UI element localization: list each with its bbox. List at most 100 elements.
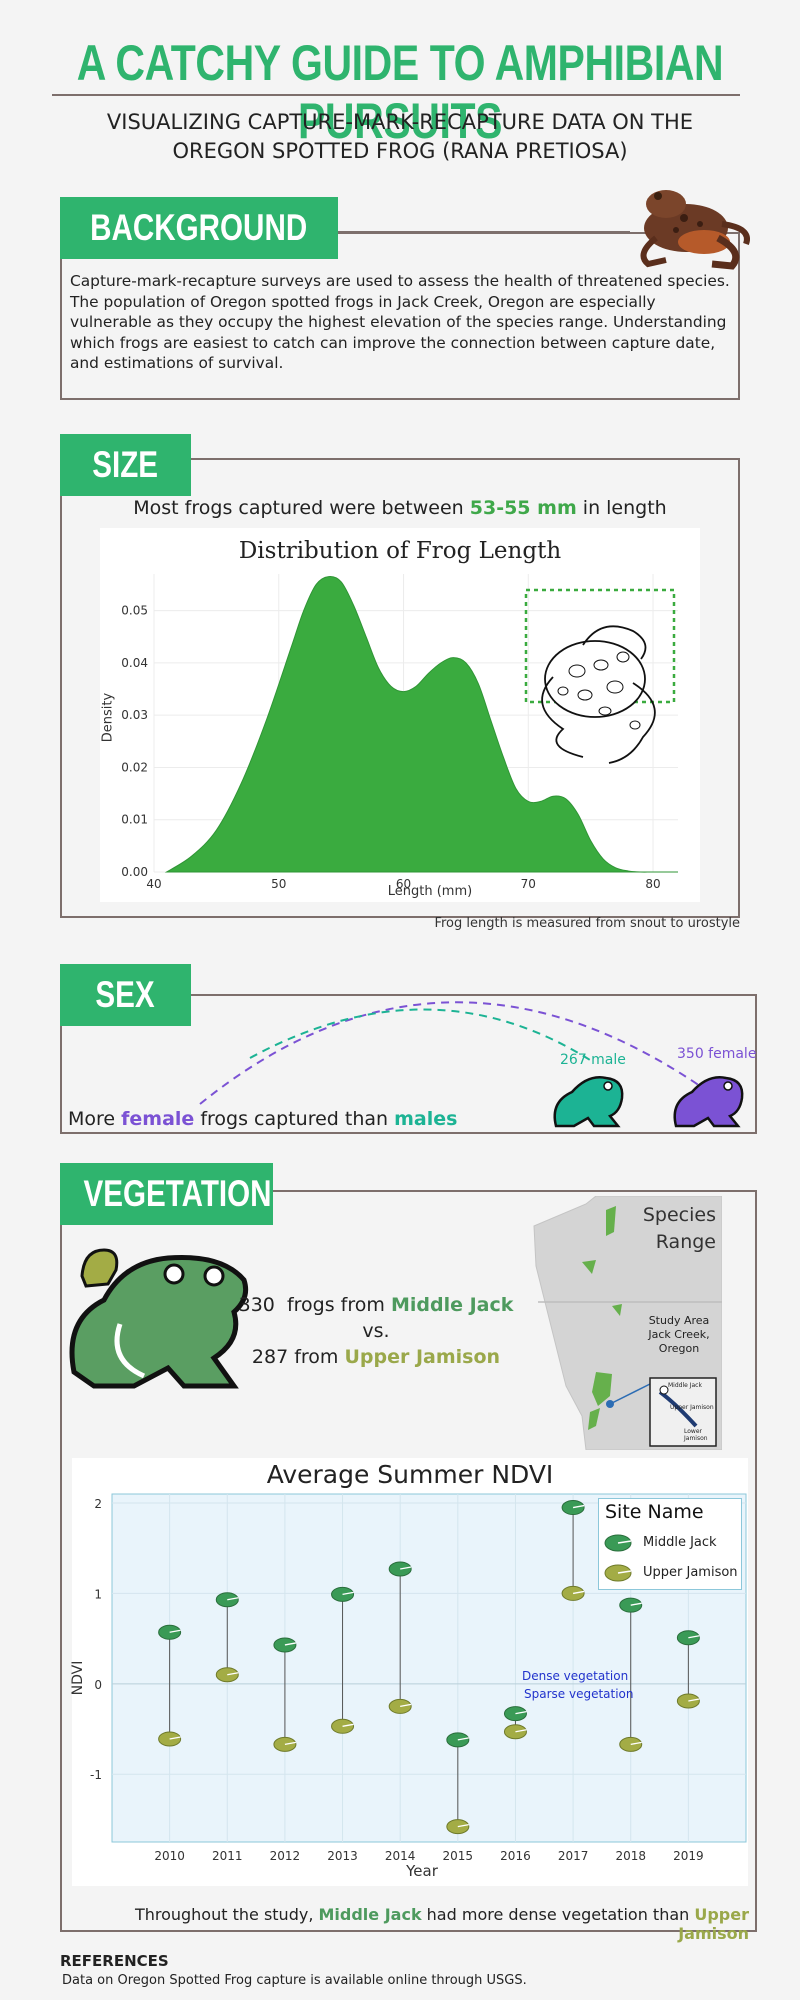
ndvi-x-tick: 2016 (500, 1849, 531, 1863)
ndvi-x-tick: 2019 (673, 1849, 704, 1863)
vegetation-tag-label: VEGETATION (83, 1173, 272, 1214)
dense-vegetation-note: Dense vegetation (522, 1669, 629, 1683)
density-x-label: Length (mm) (387, 884, 473, 899)
frog-sketch-icon (523, 587, 677, 769)
ndvi-x-tick: 2010 (154, 1849, 185, 1863)
lilypad-notch (630, 1741, 642, 1746)
density-area (164, 576, 678, 873)
density-y-label: Density (100, 692, 116, 743)
background-tag: BACKGROUND (60, 197, 338, 259)
lilypad-notch (457, 1737, 469, 1741)
inset-upper-jamison: Upper Jamison (670, 1404, 714, 1411)
density-chart: 40 50 60 70 80 0.00 0.01 0.02 0.03 0.04 0.05 (121, 574, 678, 891)
size-sentence-highlight: 53-55 mm (469, 497, 577, 519)
lilypad-notch (688, 1698, 700, 1702)
density-chart-panel: Distribution of Frog Length 40 50 60 70 80 0.… (100, 528, 700, 902)
sparse-vegetation-note: Sparse vegetation (524, 1687, 634, 1701)
legend-item-middle-jack: Middle Jack (603, 1533, 741, 1555)
frogs-from-text: frogs from (286, 1294, 385, 1316)
ndvi-chart-panel: Average Summer NDVI 2010 2011 2012 2013 2014… (70, 1458, 748, 1886)
legend-label-middle-jack: Middle Jack (643, 1535, 717, 1550)
density-y-tick: 0.03 (121, 708, 148, 722)
background-tag-label: BACKGROUND (90, 207, 308, 248)
female-frog-icon (668, 1068, 748, 1132)
lilypad-notch (284, 1642, 297, 1646)
lilypad-icon (604, 1564, 632, 1582)
male-arc (249, 1008, 591, 1061)
ndvi-y-tick: 0 (94, 1678, 102, 1692)
map-title: Species Range (643, 1202, 716, 1256)
size-footnote: Frog length is measured from snout to ur… (434, 916, 740, 931)
summary-pre: Throughout the study, (134, 1905, 319, 1924)
ndvi-x-tick: 2012 (270, 1849, 301, 1863)
middle-jack-count: 330 (238, 1294, 275, 1316)
frog-photo-icon (626, 168, 756, 272)
density-x-tick: 60 (396, 877, 411, 891)
legend-title: Site Name (605, 1501, 704, 1523)
inset-middle-jack: Middle Jack (668, 1382, 702, 1389)
ndvi-chart-title: Average Summer NDVI (266, 1460, 554, 1489)
lilypad-notch (342, 1591, 354, 1595)
lilypad-notch (515, 1729, 527, 1733)
ndvi-x-tick: 2014 (385, 1849, 416, 1863)
lilypad-notch (227, 1672, 239, 1676)
middle-jack-name: Middle Jack (390, 1294, 514, 1316)
upper-jamison-point (158, 1731, 182, 1747)
density-y-tick: 0.01 (121, 813, 148, 827)
lilypad-notch (227, 1597, 239, 1601)
lilypad-notch (688, 1635, 700, 1639)
upper-jamison-count: 287 from (251, 1346, 339, 1368)
legend-label-upper-jamison: Upper Jamison (643, 1565, 738, 1580)
density-x-tick: 80 (645, 877, 660, 891)
ndvi-y-label: NDVI (70, 1660, 86, 1696)
ndvi-y-tick: 1 (94, 1587, 102, 1601)
sex-sentence-1: More (68, 1108, 122, 1130)
background-tag-line (330, 231, 630, 233)
ndvi-y-tick: -1 (90, 1768, 102, 1782)
male-frog-icon (548, 1068, 628, 1132)
density-x-tick: 40 (146, 877, 161, 891)
middle-jack-point (215, 1592, 239, 1608)
references-heading: REFERENCES (60, 1952, 169, 1970)
density-y-tick: 0.02 (121, 760, 148, 774)
sex-sentence-female: female (121, 1108, 195, 1130)
size-tag: SIZE (60, 434, 191, 496)
vegetation-counts: 330 frogs from Middle Jack vs. 287 from … (236, 1292, 516, 1370)
middle-jack-point (273, 1637, 297, 1653)
upper-jamison-name: Upper Jamison (344, 1346, 501, 1368)
ndvi-x-tick: 2011 (212, 1849, 243, 1863)
upper-jamison-count-line: 287 from Upper Jamison (236, 1344, 516, 1370)
lilypad-notch (457, 1823, 469, 1828)
upper-jamison-point (446, 1819, 470, 1835)
vegetation-tag: VEGETATION (60, 1163, 273, 1225)
ndvi-legend: Site Name Middle Jack Upper Jamison (598, 1498, 742, 1590)
inset-lower-jamison: Lower Jamison (684, 1428, 708, 1442)
density-y-tick: 0.00 (121, 865, 148, 879)
size-sentence: Most frogs captured were between 53-55 m… (60, 497, 740, 519)
lilypad-notch (630, 1602, 642, 1606)
subtitle-line-1: VISUALIZING CAPTURE-MARK-RECAPTURE DATA … (106, 110, 694, 134)
middle-jack-point (388, 1561, 412, 1577)
lilypad-notch (400, 1703, 412, 1708)
lilypad-notch (400, 1566, 412, 1570)
female-arc (199, 1001, 701, 1105)
size-sentence-post: in length (576, 497, 667, 519)
background-section (60, 232, 740, 400)
lilypad-notch (169, 1629, 181, 1633)
sex-sentence-males: males (394, 1108, 458, 1130)
ndvi-x-tick: 2013 (327, 1849, 358, 1863)
page-title: A CATCHY GUIDE TO AMPHIBIAN PURSUITS (76, 35, 724, 149)
lilypad-notch (342, 1723, 354, 1727)
density-x-tick: 50 (271, 877, 286, 891)
sex-arcs (199, 1001, 701, 1105)
subtitle-line-2: OREGON SPOTTED FROG (RANA PRETIOSA) (172, 139, 628, 163)
density-chart-title: Distribution of Frog Length (238, 538, 562, 564)
density-x-tick: 70 (521, 877, 536, 891)
sex-tag: SEX (60, 964, 191, 1026)
middle-jack-point (331, 1586, 355, 1602)
ndvi-x-tick: 2015 (443, 1849, 474, 1863)
references-text: Data on Oregon Spotted Frog capture is a… (62, 1973, 527, 1988)
lilypad-notch (515, 1711, 527, 1715)
lilypad-notch (169, 1736, 181, 1740)
study-area-label: Study Area Jack Creek, Oregon (636, 1314, 722, 1356)
